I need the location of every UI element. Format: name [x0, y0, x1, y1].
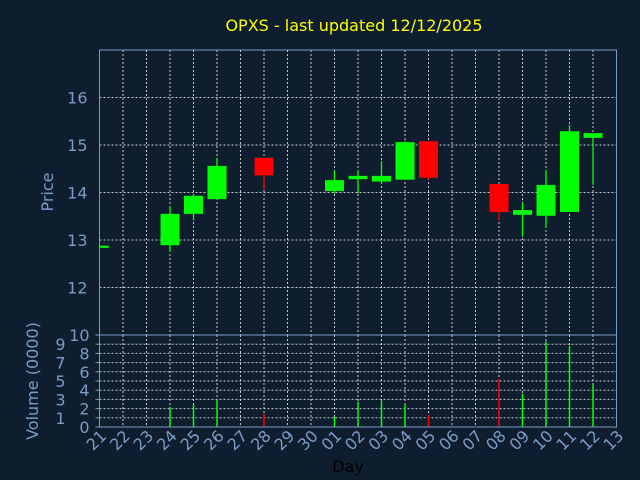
volume-tick-label: 10 — [69, 326, 89, 345]
volume-tick-label: 1 — [55, 409, 65, 428]
candle-body-24 — [160, 213, 180, 246]
volume-tick-label: 6 — [79, 363, 89, 382]
price-tick-label: 13 — [67, 231, 87, 250]
chart-title: OPXS - last updated 12/12/2025 — [225, 16, 482, 35]
candle-body-08 — [489, 183, 509, 212]
candle-body-09 — [513, 210, 532, 215]
candle-body-02 — [348, 175, 368, 180]
volume-bar-02 — [357, 401, 359, 427]
volume-bar-28 — [263, 413, 265, 427]
volume-bar-24 — [169, 406, 171, 427]
volume-bar-08 — [498, 379, 500, 427]
price-tick-label: 16 — [67, 89, 87, 108]
volume-bar-01 — [333, 416, 336, 427]
volume-axis-label: Volume (0000) — [23, 322, 42, 440]
volume-bar-26 — [216, 400, 218, 427]
price-tick-label: 15 — [67, 136, 87, 155]
volume-bar-10 — [545, 341, 547, 427]
price-axis-label: Price — [38, 172, 57, 211]
candle-body-28 — [254, 157, 274, 176]
candle-body-11 — [560, 131, 579, 212]
candle-body-01 — [325, 180, 344, 192]
volume-bar-03 — [380, 401, 383, 427]
volume-bar-05 — [427, 415, 430, 427]
volume-tick-label: 2 — [79, 400, 89, 419]
x-axis-label: Day — [332, 457, 364, 476]
volume-tick-label: 8 — [79, 344, 89, 363]
volume-plot-frame — [99, 334, 617, 428]
volume-bar-11 — [568, 346, 571, 427]
price-tick-label: 12 — [67, 279, 87, 298]
price-tick-label: 14 — [67, 184, 87, 203]
volume-tick-label: 9 — [55, 335, 65, 354]
candle-body-05 — [419, 141, 438, 178]
volume-bar-12 — [592, 384, 594, 427]
volume-tick-label: 5 — [55, 372, 65, 391]
candle-body-21 — [99, 245, 109, 248]
candle-body-12 — [583, 133, 603, 138]
candle-body-26 — [207, 165, 227, 200]
candle-body-04 — [395, 142, 415, 180]
volume-bar-09 — [521, 393, 524, 427]
volume-tick-label: 3 — [55, 390, 65, 409]
candle-body-25 — [184, 195, 203, 214]
candle-body-10 — [536, 184, 556, 216]
volume-bar-04 — [404, 404, 406, 427]
volume-tick-label: 4 — [79, 381, 89, 400]
x-tick-label: 13 — [599, 426, 627, 454]
volume-bar-25 — [192, 404, 195, 427]
candle-body-03 — [372, 175, 391, 182]
volume-tick-label: 0 — [79, 418, 89, 437]
volume-tick-label: 7 — [55, 354, 65, 373]
